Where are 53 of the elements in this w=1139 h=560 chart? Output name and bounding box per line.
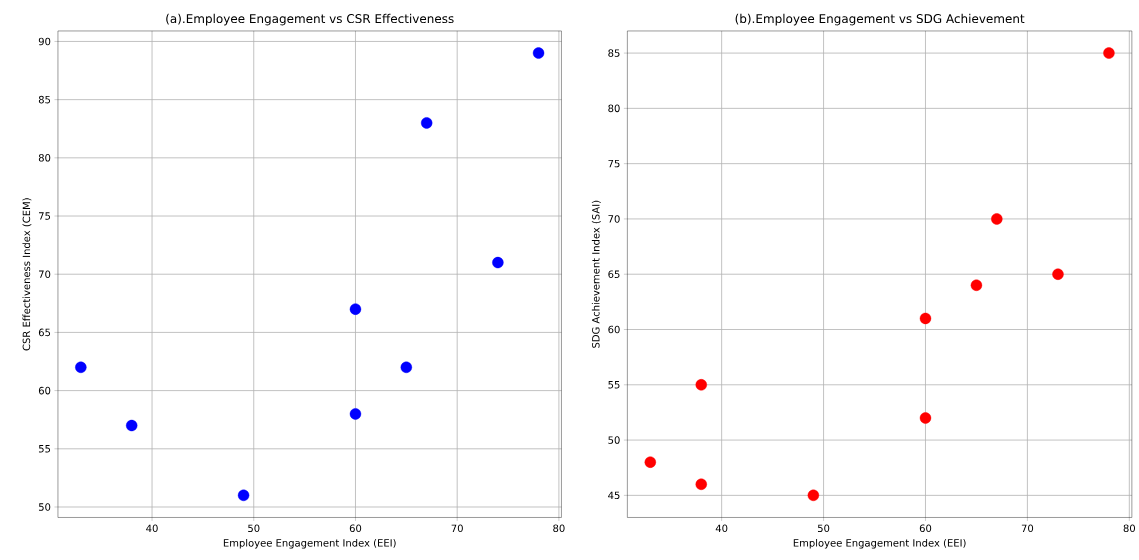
point xyxy=(75,361,87,373)
y-tick-label: 70 xyxy=(608,214,620,223)
y-tick-label: 75 xyxy=(608,159,620,168)
point xyxy=(919,412,932,424)
point xyxy=(400,361,413,373)
point xyxy=(991,213,1003,225)
point xyxy=(644,456,656,468)
y-tick-label: 85 xyxy=(608,49,620,57)
x-tick-label: 70 xyxy=(1021,524,1034,532)
point xyxy=(349,303,362,315)
x-tick-label: 40 xyxy=(146,524,158,532)
point xyxy=(1103,47,1115,59)
y-tick-label: 50 xyxy=(38,503,51,511)
y-tick-label: 90 xyxy=(38,37,51,46)
y-tick-label: 50 xyxy=(608,436,620,444)
x-tick-label: 60 xyxy=(919,524,932,532)
point xyxy=(349,407,362,420)
point xyxy=(1052,268,1064,280)
point xyxy=(492,256,504,269)
y-tick-label: 55 xyxy=(608,380,620,389)
x-tick-label: 40 xyxy=(715,524,728,532)
x-axis-title: Employee Engagement Index (EEI) xyxy=(223,538,396,549)
point xyxy=(695,478,707,490)
y-tick-label: 65 xyxy=(38,328,51,336)
y-tick-label: 55 xyxy=(38,444,51,453)
y-tick-label: 75 xyxy=(39,212,51,220)
point xyxy=(919,312,932,324)
y-tick-label: 45 xyxy=(608,491,620,499)
y-tick-label: 65 xyxy=(608,270,620,278)
chart-title: (b).Employee Engagement vs SDG Achievement xyxy=(735,13,1025,26)
point xyxy=(695,378,707,391)
y-tick-label: 60 xyxy=(608,325,620,334)
y-tick-label: 60 xyxy=(38,386,51,395)
point xyxy=(532,47,545,59)
x-tick-label: 80 xyxy=(553,524,565,532)
point xyxy=(807,489,820,501)
x-tick-label: 80 xyxy=(1123,524,1136,532)
chart-title: (a).Employee Engagement vs CSR Effectiveness xyxy=(166,13,454,26)
point xyxy=(237,489,250,501)
x-tick-label: 70 xyxy=(451,524,463,532)
y-tick-label: 85 xyxy=(38,95,51,104)
y-axis-title: CSR Effectiveness Index (CEM) xyxy=(22,198,32,351)
x-axis-title: Employee Engagement Index (EEI) xyxy=(793,538,966,549)
point xyxy=(970,279,983,291)
y-tick-label: 80 xyxy=(608,104,620,112)
x-tick-label: 50 xyxy=(248,524,260,532)
x-tick-label: 50 xyxy=(817,524,830,532)
y-axis-title: SDG Achievement Index (SAI) xyxy=(591,200,601,348)
point xyxy=(126,419,138,432)
x-tick-label: 60 xyxy=(349,524,362,532)
y-tick-label: 80 xyxy=(38,153,51,162)
y-tick-label: 70 xyxy=(39,270,51,278)
point xyxy=(420,117,433,129)
